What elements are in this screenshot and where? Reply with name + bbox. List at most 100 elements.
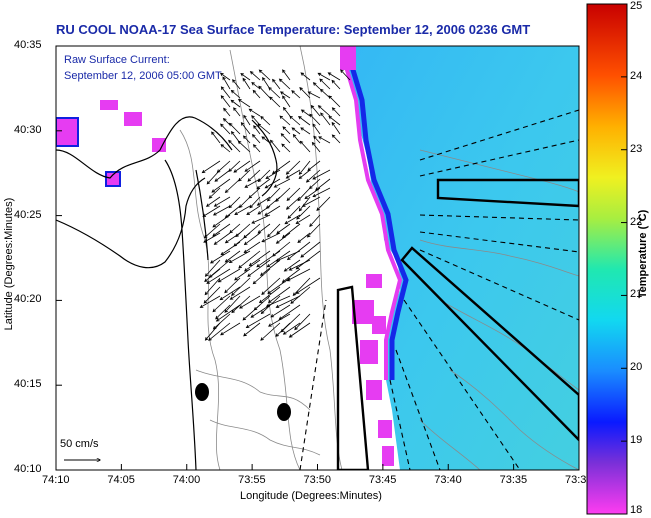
current-vector xyxy=(249,70,261,81)
current-vector xyxy=(229,286,251,300)
current-vector xyxy=(300,72,311,81)
current-vector xyxy=(219,72,231,81)
current-vector xyxy=(319,88,331,99)
current-vector xyxy=(213,196,231,207)
current-vector xyxy=(234,268,251,281)
current-vector xyxy=(239,295,261,309)
current-vector xyxy=(219,286,241,301)
cold-patch-borders xyxy=(56,117,121,187)
current-vector xyxy=(228,139,241,153)
current-vector xyxy=(340,69,351,81)
current-vector xyxy=(292,277,311,297)
current-vector xyxy=(222,118,231,126)
current-vector xyxy=(285,160,301,175)
x-tick-label: 73:40 xyxy=(434,474,462,486)
current-vector xyxy=(228,250,251,263)
current-vector xyxy=(307,91,321,99)
current-vector xyxy=(205,196,221,207)
current-vector xyxy=(251,82,261,90)
current-vector xyxy=(267,277,291,295)
current-vector xyxy=(295,214,311,224)
current-vector xyxy=(312,82,321,90)
current-vector xyxy=(249,196,261,209)
y-tick-label: 40:30 xyxy=(14,123,42,136)
current-vector xyxy=(282,106,291,117)
annotation-line-2: September 12, 2006 05:00 GMT xyxy=(64,70,222,82)
current-vector xyxy=(220,123,231,135)
current-vector xyxy=(320,112,331,126)
current-vector xyxy=(299,86,311,99)
current-vector xyxy=(246,205,261,216)
current-vector xyxy=(292,133,301,144)
current-vector xyxy=(288,259,311,271)
current-vector xyxy=(301,196,321,207)
x-tick-marks xyxy=(55,464,580,470)
current-vector xyxy=(258,286,281,304)
current-vector xyxy=(244,160,261,172)
figure-title: RU COOL NOAA-17 Sea Surface Temperature:… xyxy=(56,22,531,37)
current-vector xyxy=(224,295,241,313)
current-vector xyxy=(233,160,251,173)
current-vector xyxy=(260,115,271,126)
current-vector xyxy=(317,105,331,117)
current-vector xyxy=(228,122,241,135)
current-vector xyxy=(206,169,221,185)
current-vector xyxy=(247,259,271,277)
x-axis-label: Longitude (Degrees:Minutes) xyxy=(240,490,382,502)
x-tick-label: 73:45 xyxy=(368,474,397,486)
current-vector xyxy=(224,250,241,263)
current-vector xyxy=(244,178,261,188)
current-vector xyxy=(231,295,251,314)
current-vector xyxy=(202,205,221,217)
y-tick-label: 40:20 xyxy=(14,293,42,306)
current-vector xyxy=(317,72,331,81)
surface-current-vectors xyxy=(199,69,351,341)
y-tick-label: 40:35 xyxy=(14,39,42,51)
current-vector xyxy=(273,178,291,188)
current-vector xyxy=(310,104,321,117)
current-vector xyxy=(243,232,261,246)
y-tick-label: 40:15 xyxy=(14,378,42,391)
current-vector xyxy=(242,304,261,321)
current-vector xyxy=(232,79,241,90)
current-vector xyxy=(237,98,251,108)
current-vector xyxy=(290,286,311,304)
current-vector xyxy=(283,259,301,272)
current-vector xyxy=(328,115,341,126)
current-vector xyxy=(203,286,221,304)
x-tick-label: 74:00 xyxy=(172,474,201,486)
current-vector xyxy=(294,313,311,331)
current-vector xyxy=(212,205,231,216)
current-vector xyxy=(291,127,301,135)
current-vector xyxy=(269,96,281,108)
current-vector xyxy=(224,178,241,194)
cold-front-band xyxy=(347,59,409,380)
current-vector xyxy=(257,223,271,234)
current-vector xyxy=(261,232,281,243)
current-vector xyxy=(243,241,261,254)
colorbar-tick-label: 25 xyxy=(630,0,643,12)
current-vector xyxy=(328,95,341,108)
current-vector xyxy=(289,115,301,126)
colorbar-tick-label: 20 xyxy=(630,361,643,374)
current-vector xyxy=(316,196,331,212)
current-vector xyxy=(224,277,241,294)
current-vector xyxy=(313,135,321,144)
current-vector xyxy=(282,126,291,135)
current-vector xyxy=(260,322,281,341)
colorbar-label: Temperature (°C) xyxy=(637,209,649,299)
current-vector xyxy=(257,123,271,135)
current-vector xyxy=(331,79,341,90)
current-vector xyxy=(298,116,311,126)
current-vector xyxy=(214,169,231,182)
current-vector xyxy=(250,304,271,318)
current-vector xyxy=(256,250,281,268)
x-tick-label: 73:3 xyxy=(565,474,587,486)
current-vector xyxy=(300,109,311,117)
x-tick-label: 74:05 xyxy=(107,474,135,486)
current-vector xyxy=(230,99,241,108)
current-vector xyxy=(300,241,321,258)
current-vector xyxy=(224,232,241,244)
station-dots xyxy=(195,383,291,421)
